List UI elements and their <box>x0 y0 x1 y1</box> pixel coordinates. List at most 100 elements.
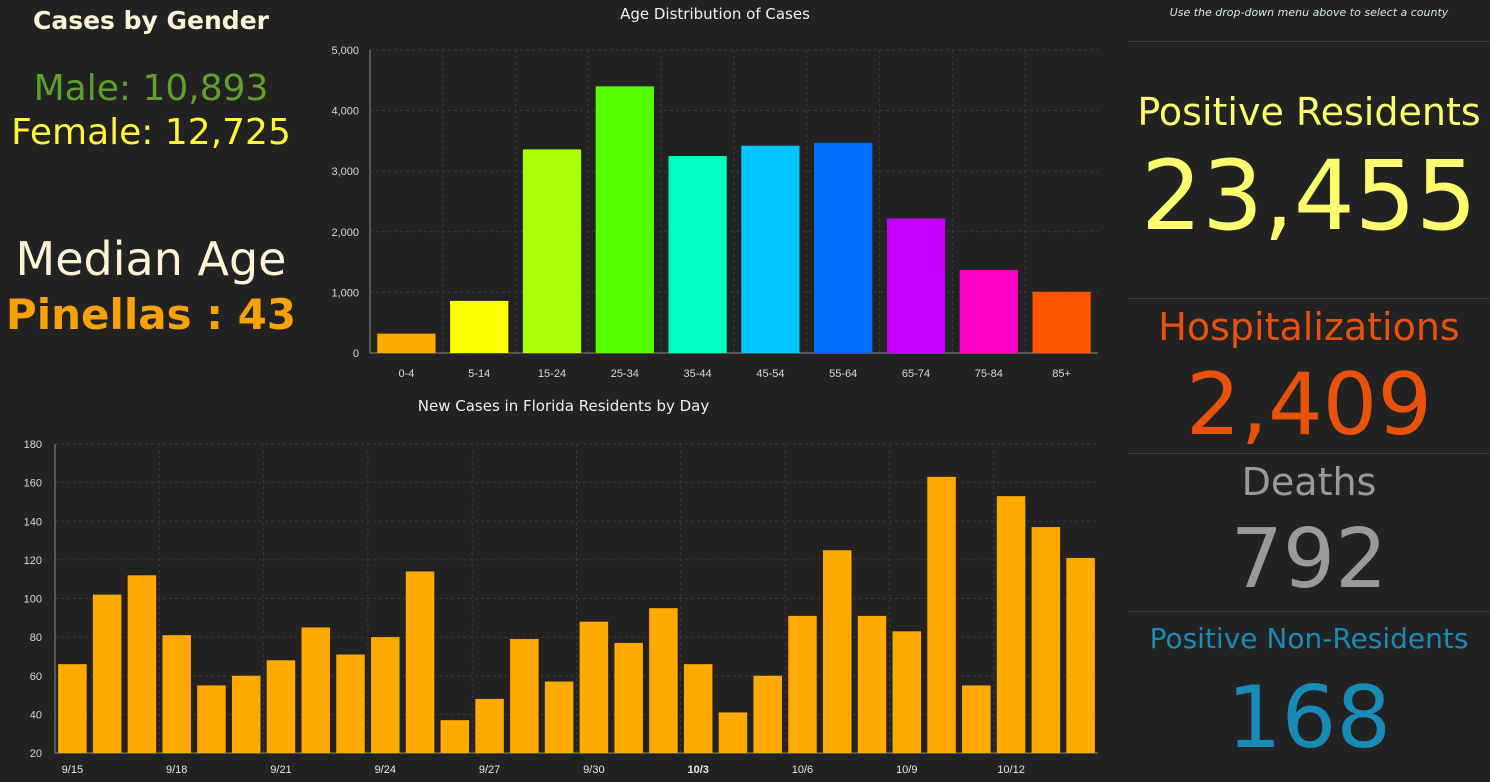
hospitalizations-label: Hospitalizations <box>1158 305 1460 349</box>
x-tick-label: 35-44 <box>684 368 712 380</box>
age-bar <box>741 145 800 353</box>
x-tick-label: 9/24 <box>375 764 396 776</box>
y-tick-label: 120 <box>24 555 42 567</box>
median-age-value: Pinellas : 43 <box>5 290 297 339</box>
divider <box>1128 298 1490 299</box>
daily-cases-bar <box>822 550 852 753</box>
daily-cases-bar <box>614 642 643 753</box>
daily-cases-bar <box>58 664 87 753</box>
x-tick-label: 85+ <box>1052 368 1071 380</box>
x-tick-label: 9/18 <box>166 764 187 776</box>
deaths-value: 792 <box>1230 512 1388 607</box>
new-cases-panel: New Cases in Florida Residents by Day 20… <box>0 391 1127 782</box>
daily-cases-bar <box>857 615 887 753</box>
daily-cases-bar <box>892 631 922 753</box>
daily-cases-bar <box>405 571 435 753</box>
age-bar <box>959 269 1018 353</box>
non-residents-value: 168 <box>1226 668 1392 768</box>
age-bar <box>450 300 509 353</box>
y-tick-label: 5,000 <box>331 45 359 57</box>
divider <box>1128 41 1490 42</box>
age-distribution-chart[interactable]: 0 1,000 2,000 3,000 4,000 5,000 0-4 5-14 15-24 25… <box>303 0 1127 390</box>
non-residents-label: Positive Non-Residents <box>1149 622 1469 655</box>
daily-cases-bar <box>579 621 609 753</box>
divider <box>1128 611 1490 612</box>
y-tick-label: 0 <box>353 348 359 360</box>
daily-cases-bar <box>266 660 296 753</box>
daily-cases-bar <box>1031 527 1061 753</box>
x-tick-label: 9/30 <box>583 764 604 776</box>
age-distribution-panel: Age Distribution of Cases 0 1,000 2,000 3,0… <box>303 0 1127 390</box>
daily-cases-bar <box>649 608 678 753</box>
x-tick-label: 0-4 <box>398 368 414 380</box>
y-tick-label: 20 <box>30 748 42 760</box>
y-tick-label: 160 <box>24 478 42 490</box>
y-tick-label: 80 <box>30 632 42 644</box>
age-bar <box>814 142 873 353</box>
age-bar <box>1032 291 1091 353</box>
age-bar <box>522 149 582 353</box>
daily-cases-bar <box>162 635 191 753</box>
y-tick-label: 180 <box>24 439 42 451</box>
x-tick-label: 10/9 <box>896 764 917 776</box>
daily-cases-bar <box>510 639 539 753</box>
daily-cases-bar <box>127 575 157 753</box>
gender-panel: Cases by Gender Male: 10,893 Female: 12,… <box>0 0 302 179</box>
daily-cases-bar <box>231 675 261 753</box>
x-tick-label: 10/12 <box>997 764 1025 776</box>
daily-cases-bar <box>1066 557 1095 753</box>
x-tick-label: 10/3 <box>687 764 708 776</box>
x-tick-label: 9/15 <box>62 764 83 776</box>
age-bar <box>377 333 436 353</box>
x-tick-label: 55-64 <box>829 368 857 380</box>
new-cases-chart[interactable]: 20 40 60 80 100 120 140 160 180 9/15 9/18 9/21 9/24 9… <box>0 391 1127 782</box>
age-bar <box>595 86 654 354</box>
daily-cases-bar <box>962 685 991 753</box>
stats-panel: Use the drop-down menu above to select a… <box>1128 0 1490 782</box>
deaths-label: Deaths <box>1241 460 1377 504</box>
daily-cases-bar <box>301 627 331 753</box>
median-age-panel: Median Age Pinellas : 43 <box>0 180 302 390</box>
age-chart-title: Age Distribution of Cases <box>620 5 810 23</box>
positive-residents-label: Positive Residents <box>1137 90 1481 134</box>
y-tick-label: 40 <box>30 709 42 721</box>
daily-cases-bar <box>371 637 400 753</box>
male-count: Male: 10,893 <box>33 68 269 109</box>
county-hint: Use the drop-down menu above to select a… <box>1169 6 1449 19</box>
daily-cases-bar <box>927 476 956 753</box>
median-age-label: Median Age <box>15 232 287 286</box>
x-tick-label: 75-84 <box>975 368 1003 380</box>
y-tick-label: 60 <box>30 671 42 683</box>
female-count: Female: 12,725 <box>11 112 291 153</box>
y-tick-label: 100 <box>24 594 42 606</box>
y-tick-label: 140 <box>24 516 42 528</box>
x-tick-label: 45-54 <box>756 368 784 380</box>
x-tick-label: 9/27 <box>479 764 500 776</box>
daily-cases-bar <box>440 720 470 753</box>
y-tick-label: 4,000 <box>331 106 359 118</box>
daily-cases-bar <box>753 675 782 753</box>
daily-cases-bar <box>197 685 226 753</box>
daily-cases-bar <box>336 654 365 753</box>
y-tick-label: 2,000 <box>331 227 359 239</box>
x-tick-label: 9/21 <box>270 764 291 776</box>
daily-cases-bar <box>475 698 504 753</box>
daily-cases-bar <box>683 664 713 753</box>
new-cases-chart-title: New Cases in Florida Residents by Day <box>417 397 710 415</box>
age-bar <box>668 156 727 353</box>
daily-cases-bar <box>996 496 1026 753</box>
x-tick-label: 15-24 <box>538 368 566 380</box>
y-tick-label: 1,000 <box>331 287 359 299</box>
x-tick-label: 10/6 <box>792 764 813 776</box>
positive-residents-value: 23,455 <box>1141 140 1477 252</box>
x-tick-label: 65-74 <box>902 368 930 380</box>
daily-cases-bar <box>92 594 122 753</box>
x-tick-label: 25-34 <box>611 368 639 380</box>
gender-title: Cases by Gender <box>33 6 269 35</box>
daily-cases-bar <box>544 681 574 753</box>
daily-cases-bar <box>718 712 748 753</box>
y-tick-label: 3,000 <box>331 166 359 178</box>
hospitalizations-value: 2,409 <box>1185 355 1433 455</box>
x-tick-label: 5-14 <box>468 368 490 380</box>
daily-cases-bar <box>788 615 817 753</box>
